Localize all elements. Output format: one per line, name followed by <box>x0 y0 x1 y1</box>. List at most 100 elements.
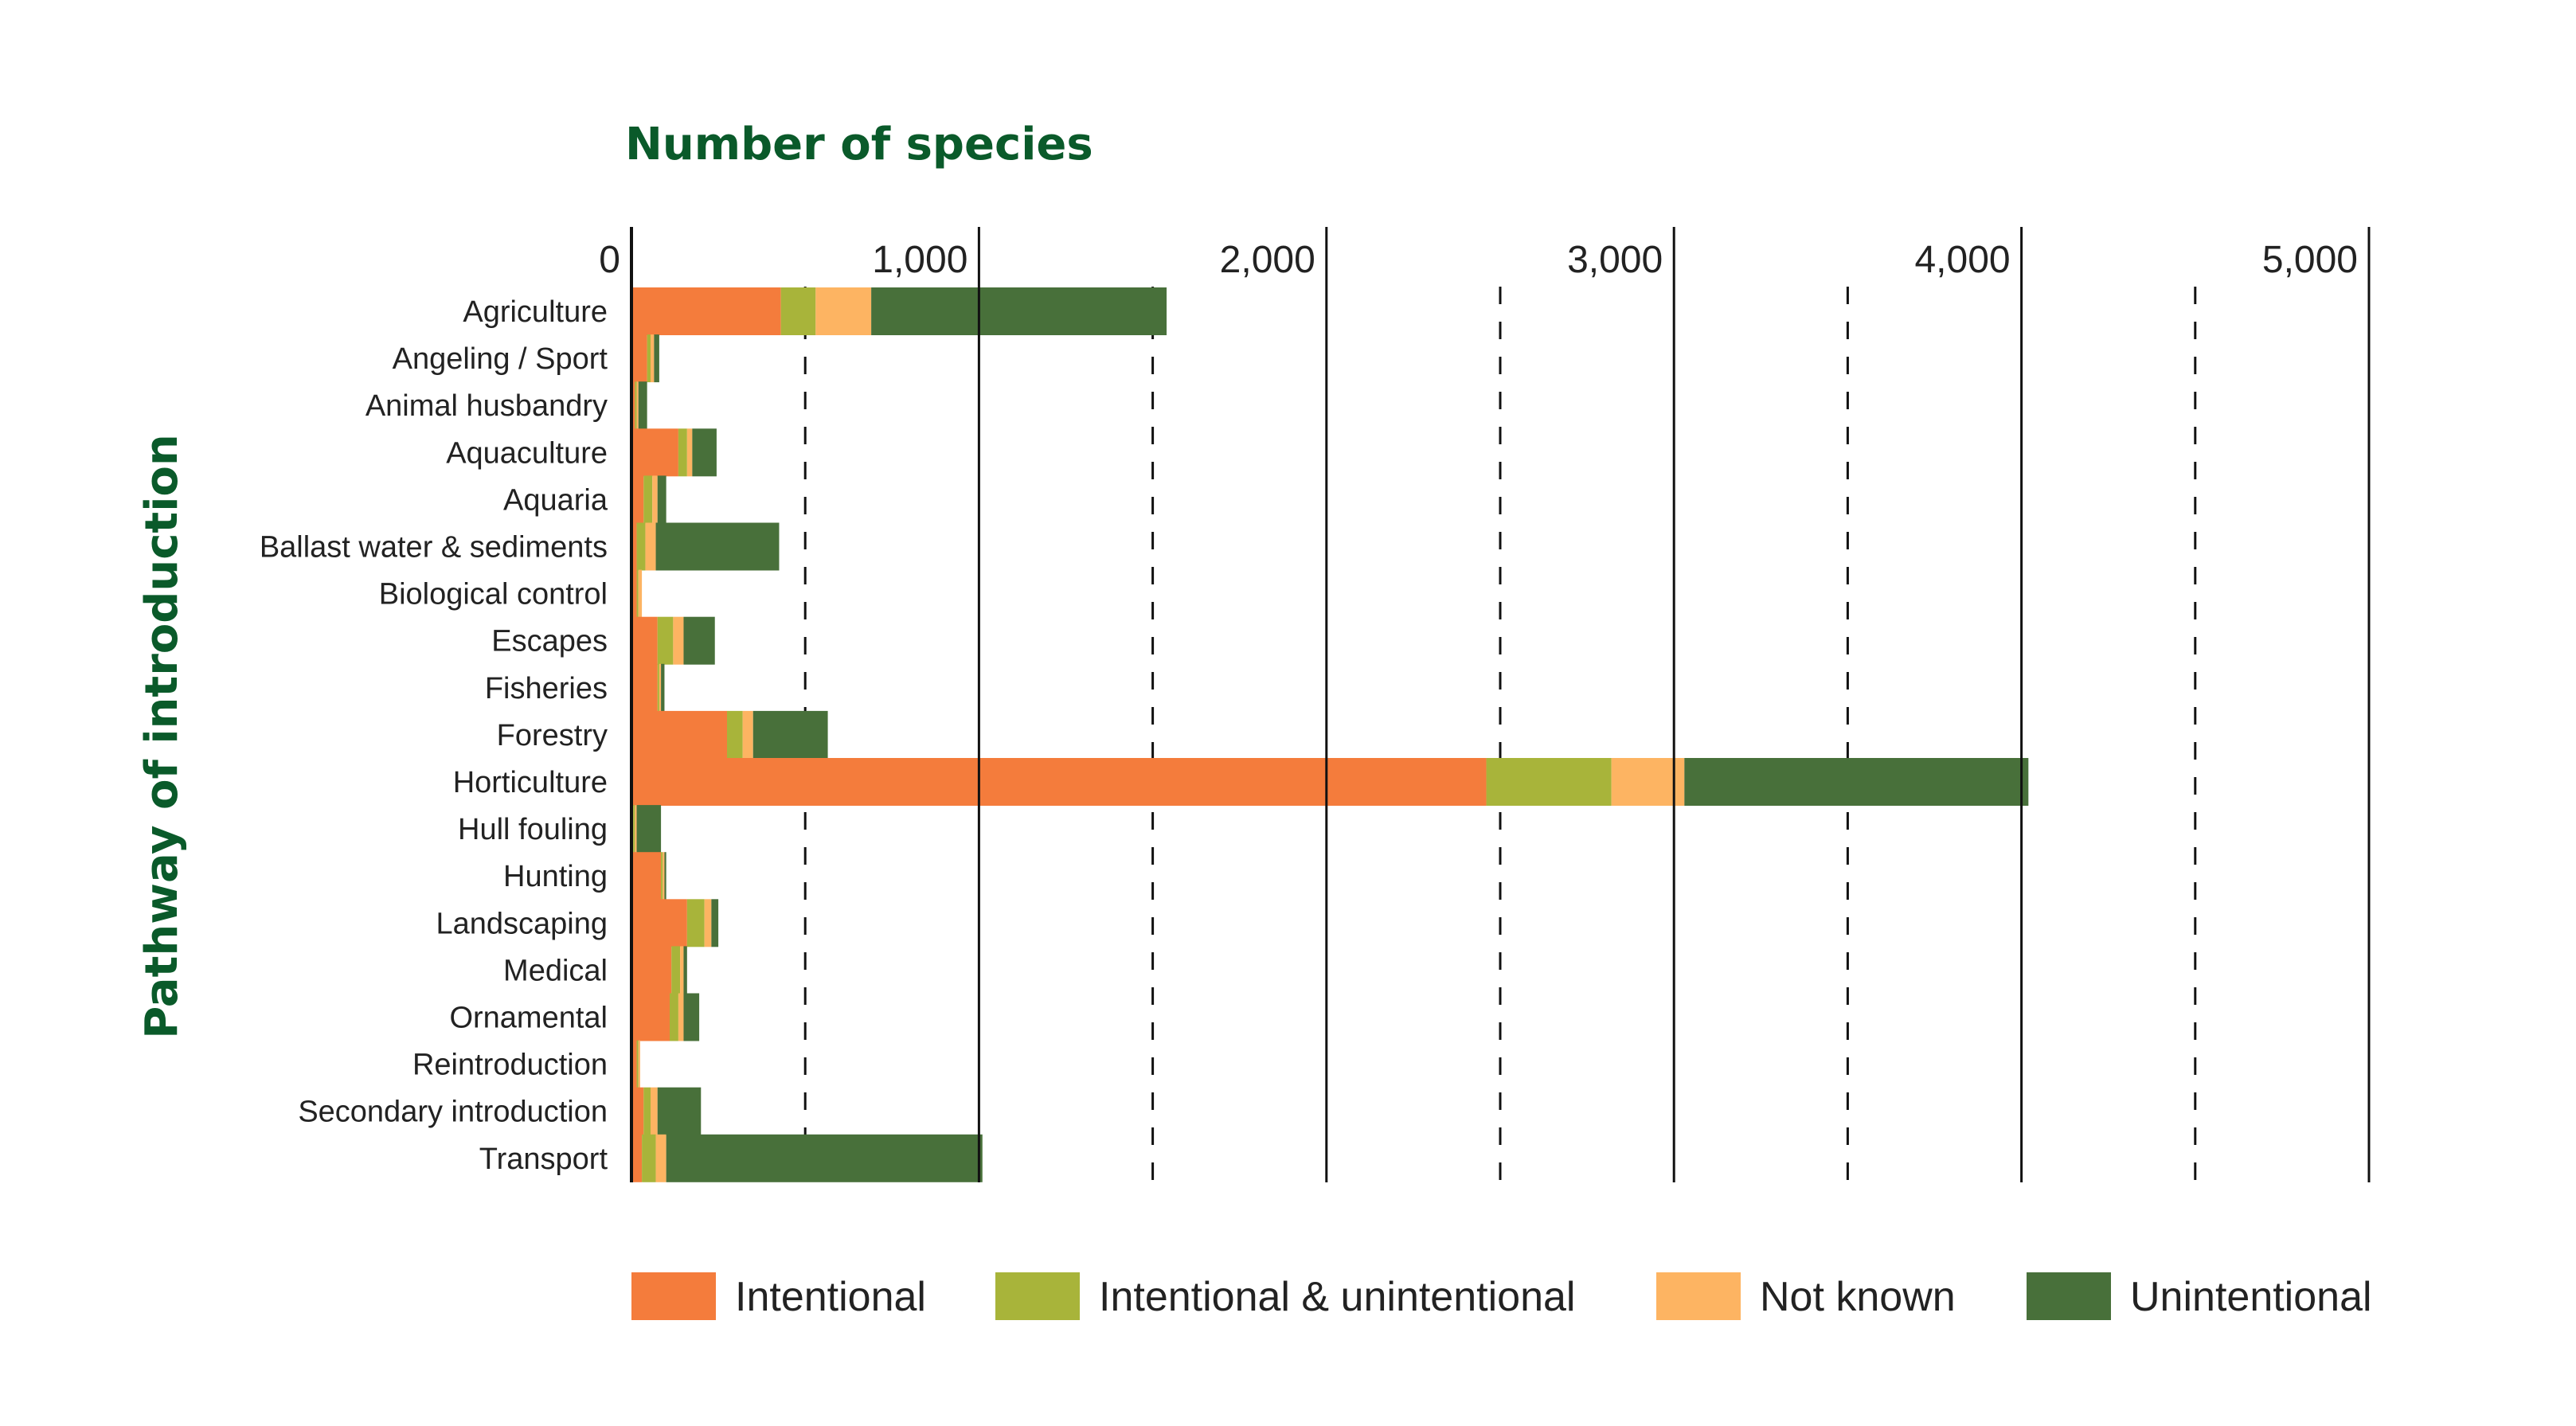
y-axis-title: Pathway of introduction <box>136 434 188 1038</box>
bar-segment <box>654 334 659 383</box>
bar-segment <box>631 1040 637 1088</box>
bar-segment <box>638 569 643 618</box>
legend-label: Not known <box>1760 1274 1956 1320</box>
bar-segment <box>631 522 637 571</box>
legend-label: Unintentional <box>2130 1274 2372 1320</box>
bar-segment <box>631 710 728 759</box>
category-label: Biological control <box>379 578 608 611</box>
bar-segment <box>657 663 659 712</box>
category-label: Ballast water & sediments <box>260 531 608 565</box>
category-label: Reintroduction <box>412 1049 608 1082</box>
bar-segment <box>657 1087 702 1135</box>
bar-segment <box>815 287 872 335</box>
axis-layer: Agriculture Angeling / Sport Animal husban… <box>260 227 2358 1182</box>
bar-segment <box>652 475 658 524</box>
bar-segment <box>670 993 678 1041</box>
bar-segment <box>647 334 651 383</box>
legend-item: Intentional <box>631 1272 926 1320</box>
bar-segment <box>666 1134 983 1182</box>
bar-segment <box>631 381 635 430</box>
legend-item: Unintentional <box>2027 1272 2372 1320</box>
category-label: Agriculture <box>463 295 608 329</box>
bar-segment <box>871 287 1167 335</box>
category-label: Landscaping <box>436 907 608 940</box>
category-label: Angeling / Sport <box>393 342 608 376</box>
x-tick-label: 2,000 <box>1220 239 1315 281</box>
bar-segment <box>663 852 665 901</box>
legend-swatch <box>2027 1272 2111 1320</box>
bar-segment <box>636 569 639 618</box>
bar-segment <box>636 522 646 571</box>
legend-swatch <box>1656 1272 1741 1320</box>
category-label: Transport <box>479 1143 608 1176</box>
bars-layer <box>631 287 2029 1182</box>
category-label: Secondary introduction <box>298 1096 608 1129</box>
bar-segment <box>631 899 687 947</box>
bar-segment <box>686 428 693 477</box>
bar-segment <box>631 852 662 901</box>
bar-segment <box>680 946 684 994</box>
bar-segment <box>657 475 666 524</box>
bar-segment <box>780 287 816 335</box>
bar-segment <box>1486 758 1612 806</box>
legend-label: Intentional <box>735 1274 926 1320</box>
x-axis-title: Number of species <box>625 119 1093 170</box>
x-tick-label: 3,000 <box>1567 239 1663 281</box>
bar-segment <box>742 710 753 759</box>
bar-segment <box>642 1134 656 1182</box>
category-label: Ornamental <box>449 1002 608 1035</box>
bar-segment <box>678 993 684 1041</box>
bar-segment <box>683 993 700 1041</box>
bar-segment <box>704 899 712 947</box>
legend-swatch <box>631 1272 716 1320</box>
bar-segment <box>727 710 743 759</box>
legend-label: Intentional & unintentional <box>1099 1274 1575 1320</box>
legend-swatch <box>995 1272 1080 1320</box>
bar-segment <box>631 993 670 1041</box>
category-label: Forestry <box>497 719 608 752</box>
bar-segment <box>635 805 637 854</box>
bar-segment <box>664 852 666 901</box>
bar-segment <box>655 1134 666 1182</box>
legend: Intentional Intentional & unintentional No… <box>631 1272 2372 1320</box>
bar-segment <box>1611 758 1685 806</box>
bar-segment <box>645 522 656 571</box>
bar-segment <box>636 381 639 430</box>
bar-segment <box>752 710 828 759</box>
bar-segment <box>631 1134 643 1182</box>
bar-segment <box>633 805 635 854</box>
bar-segment <box>635 381 637 430</box>
bar-segment <box>671 946 681 994</box>
bar-segment <box>631 1087 644 1135</box>
bar-segment <box>631 946 672 994</box>
bar-segment <box>1684 758 2029 806</box>
bar-segment <box>631 428 678 477</box>
bar-segment <box>686 899 705 947</box>
bar-segment <box>631 616 658 665</box>
bar-segment <box>643 475 653 524</box>
bar-segment <box>631 475 644 524</box>
bar-segment <box>657 616 674 665</box>
bar-segment <box>631 663 658 712</box>
bar-segment <box>643 1087 651 1135</box>
bar-segment <box>683 946 687 994</box>
category-label: Medical <box>503 954 608 987</box>
bar-segment <box>655 522 780 571</box>
category-label: Animal husbandry <box>365 389 608 423</box>
bar-segment <box>636 1040 639 1088</box>
bar-segment <box>651 1087 658 1135</box>
bar-segment <box>636 805 662 854</box>
bar-segment <box>631 569 637 618</box>
bar-segment <box>661 852 663 901</box>
legend-item: Intentional & unintentional <box>995 1272 1575 1320</box>
category-label: Aquaculture <box>446 436 608 470</box>
x-tick-label: 4,000 <box>1914 239 2010 281</box>
category-label: Horticulture <box>453 766 608 799</box>
bar-segment <box>659 663 662 712</box>
bar-segment <box>711 899 719 947</box>
category-label: Escapes <box>491 625 608 658</box>
legend-item: Not known <box>1656 1272 1956 1320</box>
category-label: Hunting <box>503 860 608 893</box>
x-tick-label: 1,000 <box>872 239 967 281</box>
category-label: Hull fouling <box>458 813 608 846</box>
